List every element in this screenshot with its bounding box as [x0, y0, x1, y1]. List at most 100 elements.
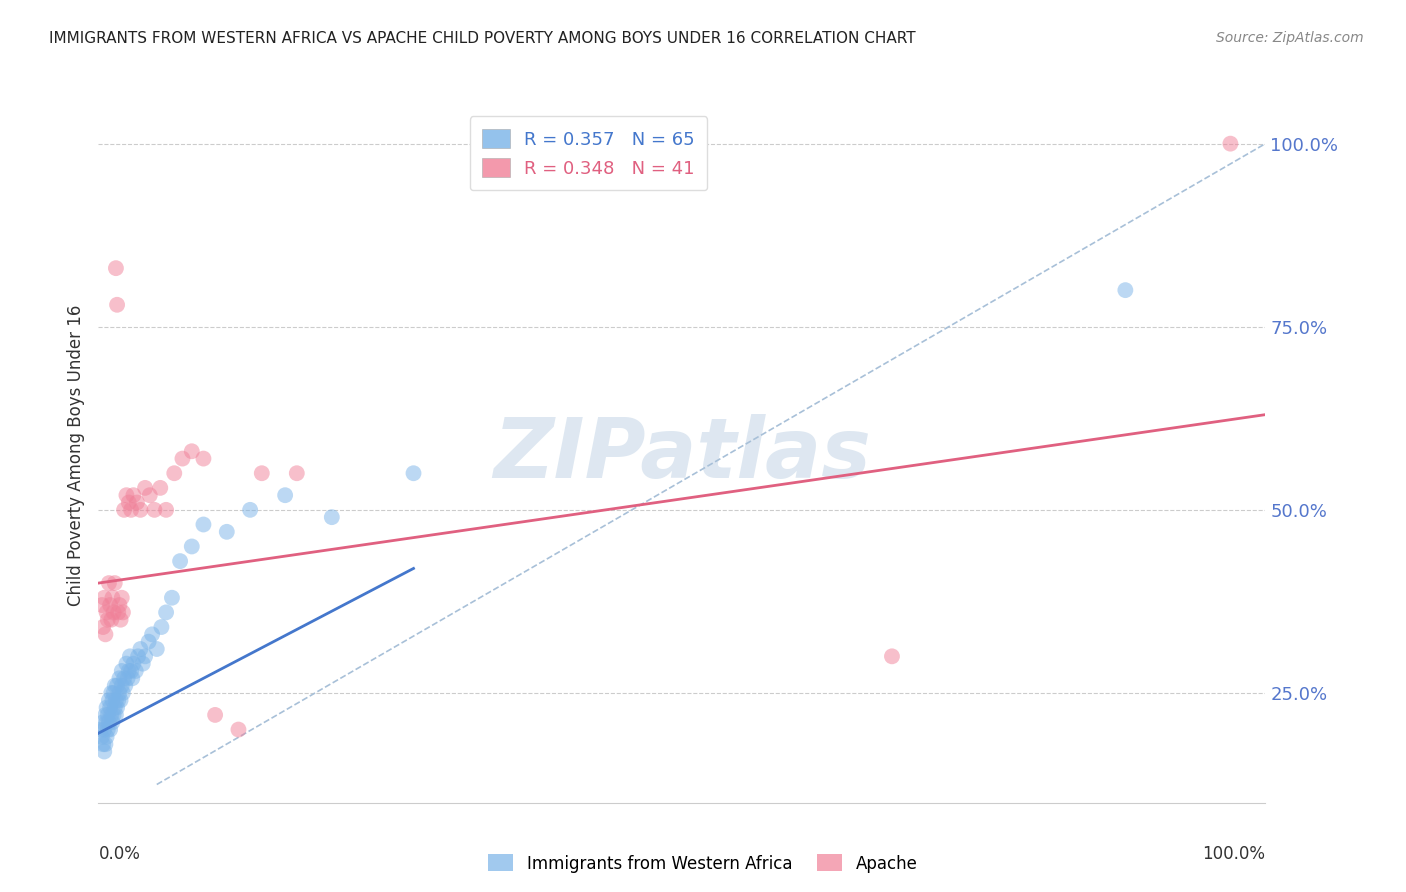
Point: [110, 693, 132, 707]
Point: [111, 664, 134, 678]
Point: [155, 503, 177, 517]
Point: [129, 503, 152, 517]
Point: [250, 467, 273, 481]
Point: [122, 657, 145, 671]
Point: [100, 707, 122, 722]
Text: 0.0%: 0.0%: [98, 845, 141, 863]
Point: [118, 664, 141, 678]
Point: [160, 591, 183, 605]
Point: [193, 451, 215, 466]
Text: Source: ZipAtlas.com: Source: ZipAtlas.com: [1216, 31, 1364, 45]
Point: [146, 642, 169, 657]
Point: [94, 737, 117, 751]
Point: [274, 488, 297, 502]
Point: [100, 613, 122, 627]
Point: [104, 700, 127, 714]
Point: [100, 686, 122, 700]
Point: [111, 686, 134, 700]
Point: [103, 707, 125, 722]
Point: [104, 576, 127, 591]
Point: [285, 467, 308, 481]
Point: [91, 737, 114, 751]
Point: [93, 591, 115, 605]
Point: [172, 451, 194, 466]
Point: [321, 510, 343, 524]
Point: [149, 481, 172, 495]
Point: [112, 503, 135, 517]
Point: [117, 671, 139, 685]
Point: [1114, 283, 1136, 297]
Point: [163, 467, 186, 481]
Point: [193, 517, 215, 532]
Point: [94, 707, 117, 722]
Point: [111, 606, 134, 620]
Point: [108, 686, 131, 700]
Point: [143, 503, 166, 517]
Point: [104, 693, 127, 707]
Point: [94, 627, 117, 641]
Point: [97, 715, 120, 730]
Point: [111, 591, 134, 605]
Point: [96, 606, 118, 620]
Point: [90, 730, 112, 744]
Point: [98, 723, 121, 737]
Point: [120, 664, 142, 678]
Point: [97, 613, 120, 627]
Point: [115, 657, 138, 671]
Point: [97, 693, 120, 707]
Point: [112, 671, 135, 685]
Point: [120, 503, 142, 517]
Point: [125, 664, 148, 678]
Point: [91, 620, 114, 634]
Point: [118, 495, 141, 509]
Point: [111, 679, 134, 693]
Point: [105, 298, 128, 312]
Point: [141, 627, 163, 641]
Point: [101, 591, 124, 605]
Point: [155, 606, 177, 620]
Point: [115, 488, 138, 502]
Point: [150, 620, 173, 634]
Point: [98, 700, 121, 714]
Point: [104, 707, 127, 722]
Point: [107, 606, 129, 620]
Point: [93, 723, 115, 737]
Point: [101, 715, 124, 730]
Point: [127, 649, 149, 664]
Point: [1219, 136, 1241, 151]
Point: [132, 657, 155, 671]
Point: [134, 481, 156, 495]
Point: [169, 554, 191, 568]
Point: [101, 693, 124, 707]
Point: [103, 686, 125, 700]
Point: [114, 679, 136, 693]
Text: ZIPatlas: ZIPatlas: [494, 415, 870, 495]
Point: [97, 576, 120, 591]
Point: [122, 488, 145, 502]
Point: [96, 700, 118, 714]
Point: [121, 671, 143, 685]
Point: [105, 700, 128, 714]
Point: [104, 261, 127, 276]
Point: [239, 503, 262, 517]
Point: [402, 467, 425, 481]
Point: [880, 649, 903, 664]
Point: [90, 598, 112, 612]
Point: [90, 723, 112, 737]
Point: [103, 606, 125, 620]
Point: [129, 642, 152, 657]
Point: [139, 488, 162, 502]
Legend: R = 0.357   N = 65, R = 0.348   N = 41: R = 0.357 N = 65, R = 0.348 N = 41: [470, 116, 707, 190]
Point: [138, 634, 160, 648]
Point: [107, 693, 129, 707]
Text: 100.0%: 100.0%: [1202, 845, 1265, 863]
Point: [110, 613, 132, 627]
Point: [204, 707, 226, 722]
Point: [104, 679, 127, 693]
Point: [96, 730, 118, 744]
Point: [180, 540, 202, 554]
Point: [134, 649, 156, 664]
Y-axis label: Child Poverty Among Boys Under 16: Child Poverty Among Boys Under 16: [66, 304, 84, 606]
Legend: Immigrants from Western Africa, Apache: Immigrants from Western Africa, Apache: [482, 847, 924, 880]
Point: [91, 715, 114, 730]
